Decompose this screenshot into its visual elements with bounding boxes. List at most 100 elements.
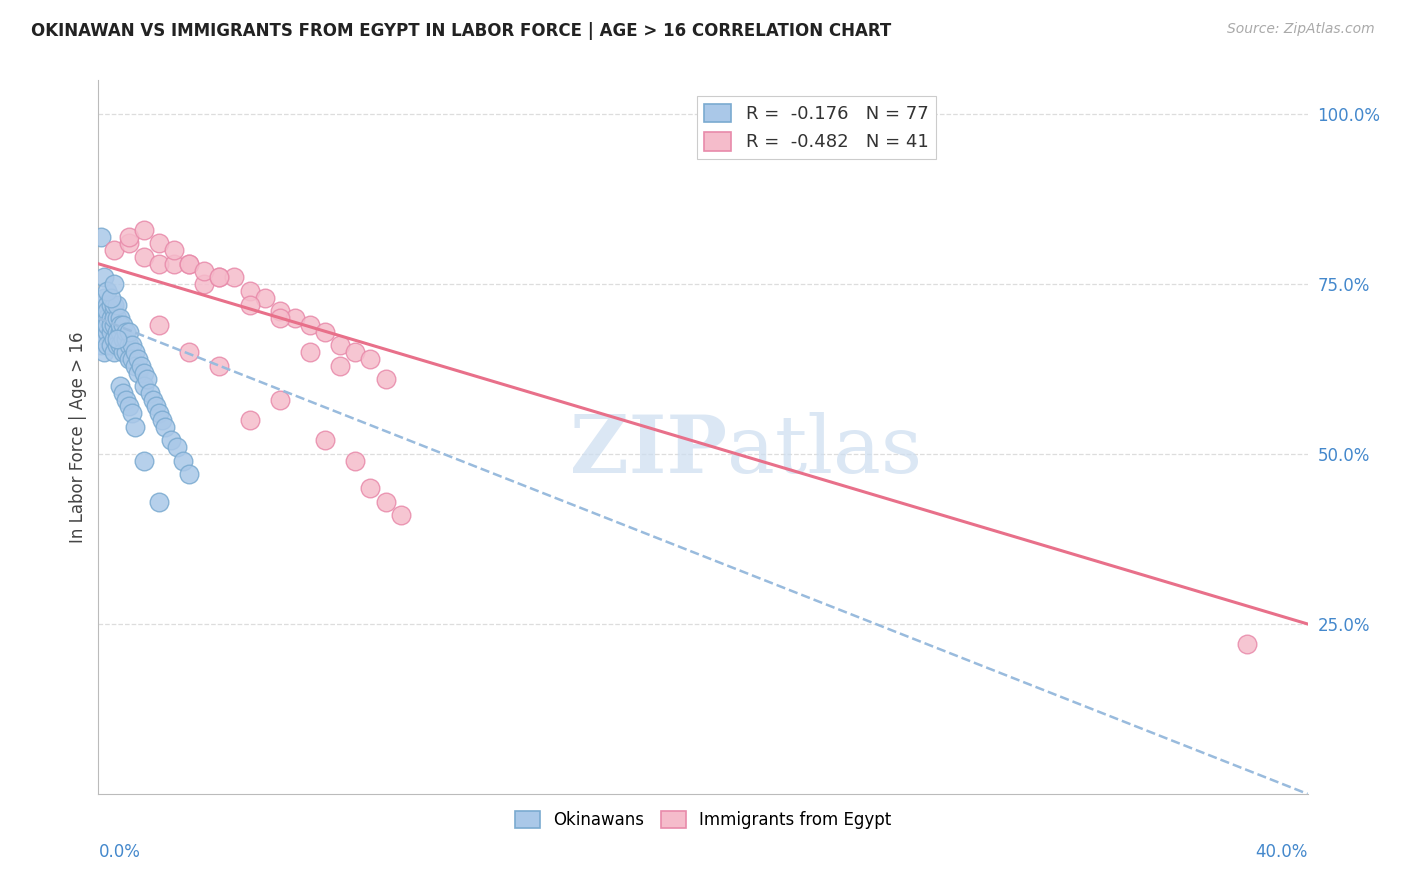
Point <box>103 304 125 318</box>
Point <box>124 420 146 434</box>
Point <box>132 250 155 264</box>
Point <box>96 311 118 326</box>
Point <box>100 318 122 332</box>
Point <box>93 345 115 359</box>
Point <box>93 270 115 285</box>
Point <box>179 257 201 271</box>
Point <box>344 454 367 468</box>
Point <box>129 359 152 373</box>
Point <box>121 406 143 420</box>
Point <box>100 325 122 339</box>
Point <box>208 359 231 373</box>
Point <box>145 400 167 414</box>
Point <box>239 297 262 311</box>
Point <box>121 351 143 366</box>
Point <box>114 392 136 407</box>
Point <box>127 351 149 366</box>
Point <box>314 325 336 339</box>
Point <box>118 351 141 366</box>
Legend: Okinawans, Immigrants from Egypt: Okinawans, Immigrants from Egypt <box>508 804 898 836</box>
Point <box>360 351 382 366</box>
Point <box>96 325 118 339</box>
Point <box>90 325 112 339</box>
Point <box>118 325 141 339</box>
Point <box>179 467 201 482</box>
Point <box>96 338 118 352</box>
Point <box>100 311 122 326</box>
Point <box>135 372 157 386</box>
Point <box>105 325 128 339</box>
Point <box>118 338 141 352</box>
Point <box>124 345 146 359</box>
Point <box>148 494 170 508</box>
Point <box>111 332 134 346</box>
Point <box>114 332 136 346</box>
Point <box>111 318 134 332</box>
Point <box>269 311 291 326</box>
Point <box>160 434 183 448</box>
Point <box>148 406 170 420</box>
Point <box>96 284 118 298</box>
Point <box>96 304 118 318</box>
Point <box>172 454 194 468</box>
Point <box>103 277 125 292</box>
Point <box>100 291 122 305</box>
Point <box>329 338 352 352</box>
Point <box>124 359 146 373</box>
Point <box>314 434 336 448</box>
Point <box>139 385 162 400</box>
Point <box>208 270 231 285</box>
Point <box>374 494 396 508</box>
Point <box>90 229 112 244</box>
Point <box>103 297 125 311</box>
Point <box>150 413 173 427</box>
Point <box>166 440 188 454</box>
Point <box>90 338 112 352</box>
Point <box>132 454 155 468</box>
Point <box>284 311 307 326</box>
Point <box>114 345 136 359</box>
Point <box>90 297 112 311</box>
Point <box>118 229 141 244</box>
Point <box>163 243 186 257</box>
Point <box>148 257 170 271</box>
Point <box>132 366 155 380</box>
Text: 0.0%: 0.0% <box>98 843 141 861</box>
Point <box>374 372 396 386</box>
Point <box>103 311 125 326</box>
Point <box>193 263 215 277</box>
Point <box>132 223 155 237</box>
Point <box>100 297 122 311</box>
Point <box>344 345 367 359</box>
Point <box>103 318 125 332</box>
Text: Source: ZipAtlas.com: Source: ZipAtlas.com <box>1227 22 1375 37</box>
Point <box>105 297 128 311</box>
Point <box>299 318 322 332</box>
Point <box>105 332 128 346</box>
Point <box>253 291 276 305</box>
Point <box>148 236 170 251</box>
Point <box>142 392 165 407</box>
Point <box>360 481 382 495</box>
Point <box>148 318 170 332</box>
Text: atlas: atlas <box>727 412 922 491</box>
Point <box>108 325 131 339</box>
Text: OKINAWAN VS IMMIGRANTS FROM EGYPT IN LABOR FORCE | AGE > 16 CORRELATION CHART: OKINAWAN VS IMMIGRANTS FROM EGYPT IN LAB… <box>31 22 891 40</box>
Point <box>111 385 134 400</box>
Point <box>100 338 122 352</box>
Point <box>239 284 262 298</box>
Point <box>108 318 131 332</box>
Point <box>224 270 246 285</box>
Point <box>118 400 141 414</box>
Point <box>90 311 112 326</box>
Point <box>114 325 136 339</box>
Point <box>93 332 115 346</box>
Point <box>103 345 125 359</box>
Point <box>105 338 128 352</box>
Point <box>193 277 215 292</box>
Point <box>108 311 131 326</box>
Point <box>269 392 291 407</box>
Text: 40.0%: 40.0% <box>1256 843 1308 861</box>
Point <box>93 304 115 318</box>
Point <box>93 291 115 305</box>
